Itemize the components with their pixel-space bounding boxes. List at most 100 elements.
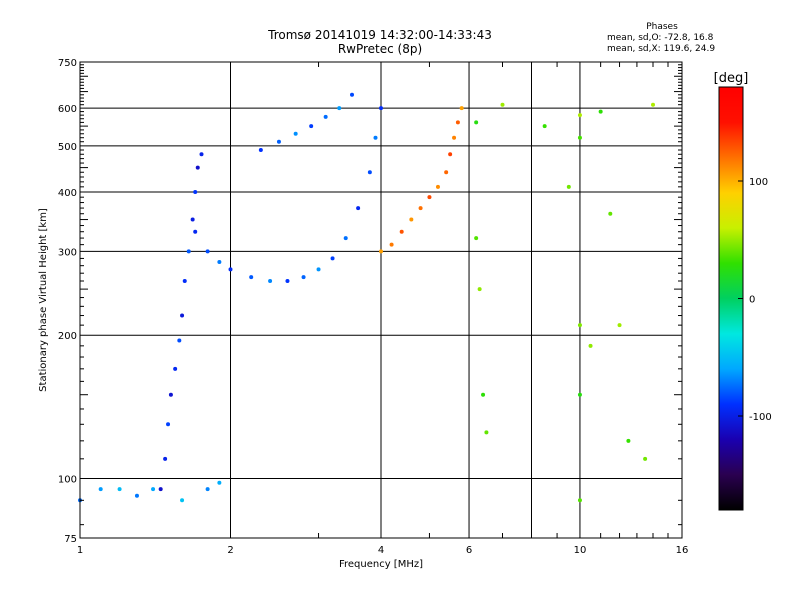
data-point <box>418 206 423 211</box>
data-point <box>343 236 348 241</box>
data-point <box>577 135 582 140</box>
data-point <box>316 267 321 272</box>
data-point <box>285 279 290 284</box>
chart-title: Tromsø 20141019 14:32:00-14:33:43 <box>268 28 492 42</box>
data-point <box>199 152 204 157</box>
data-point <box>435 184 440 189</box>
data-point <box>217 480 222 485</box>
data-point <box>373 135 378 140</box>
data-point <box>205 249 210 254</box>
phase-stats-heading: Phases <box>646 22 678 32</box>
data-point <box>195 165 200 170</box>
data-point <box>566 184 571 189</box>
data-point <box>459 106 464 111</box>
data-point <box>268 279 273 284</box>
data-point <box>577 498 582 503</box>
y-tick-label: 300 <box>58 247 77 258</box>
data-point <box>293 131 298 136</box>
data-point <box>481 392 486 397</box>
y-tick-label: 750 <box>58 58 77 69</box>
data-point <box>474 120 479 125</box>
data-point <box>337 106 342 111</box>
x-tick-label: 4 <box>378 545 384 556</box>
y-tick-label: 75 <box>64 534 77 545</box>
data-point <box>427 195 432 200</box>
data-point <box>186 249 191 254</box>
data-point <box>205 487 210 492</box>
data-point <box>444 170 449 175</box>
y-tick-label: 500 <box>58 142 77 153</box>
data-point <box>356 206 361 211</box>
data-point <box>626 438 631 443</box>
plot-frame <box>79 61 683 539</box>
colorbar-tick-label: -100 <box>749 412 772 423</box>
colorbar-label: [deg] <box>714 71 749 86</box>
data-point <box>367 170 372 175</box>
data-point <box>151 487 156 492</box>
data-point <box>190 217 195 222</box>
phase-stats-o-mode: mean, sd,O: -72.8, 16.8 <box>607 33 714 43</box>
data-point <box>448 152 453 157</box>
colorbar-tick-label: 0 <box>749 295 755 306</box>
data-point <box>350 92 355 97</box>
data-point <box>249 275 254 280</box>
data-point <box>577 392 582 397</box>
data-point <box>542 124 547 129</box>
chart-subtitle: RwPretec (8p) <box>337 42 423 56</box>
y-tick-label: 200 <box>58 331 77 342</box>
x-tick-label: 16 <box>676 545 689 556</box>
data-point <box>598 109 603 114</box>
data-point <box>228 267 233 272</box>
data-point <box>163 456 168 461</box>
data-point <box>173 366 178 371</box>
data-point <box>399 229 404 234</box>
data-point <box>500 102 505 107</box>
x-tick-label: 1 <box>77 545 83 556</box>
data-point <box>117 487 122 492</box>
data-point <box>608 211 613 216</box>
x-tick-label: 6 <box>466 545 472 556</box>
data-point <box>134 493 139 498</box>
data-point <box>474 236 479 241</box>
data-point <box>301 275 306 280</box>
x-tick-label: 10 <box>574 545 587 556</box>
data-point <box>455 120 460 125</box>
phase-stats-x-mode: mean, sd,X: 119.6, 24.9 <box>607 44 716 54</box>
data-point <box>389 242 394 247</box>
data-point <box>379 106 383 111</box>
data-point <box>484 430 489 435</box>
colorbar-tick-label: 100 <box>749 177 768 188</box>
y-axis-label: Stationary phase Virtual Height [km] <box>38 208 49 392</box>
data-point <box>309 124 314 129</box>
data-point <box>617 323 622 328</box>
y-tick-label: 600 <box>58 104 77 115</box>
data-point <box>379 249 383 254</box>
data-point <box>477 287 482 292</box>
data-point <box>193 229 198 234</box>
data-point <box>588 343 593 348</box>
data-point <box>166 422 171 427</box>
data-point <box>323 114 328 119</box>
data-point <box>330 256 335 261</box>
data-point <box>577 113 582 118</box>
data-point <box>177 338 182 343</box>
data-point <box>276 139 281 144</box>
y-tick-label: 100 <box>58 475 77 486</box>
data-point <box>168 392 173 397</box>
data-point <box>193 189 198 194</box>
data-point <box>577 323 582 328</box>
data-point <box>158 487 163 492</box>
data-point <box>651 102 656 107</box>
data-point <box>452 135 457 140</box>
data-point <box>258 147 263 152</box>
y-tick-label: 400 <box>58 188 77 199</box>
data-point <box>98 487 103 492</box>
data-point <box>643 456 648 461</box>
x-tick-label: 2 <box>227 545 233 556</box>
data-point <box>180 498 185 503</box>
x-axis-label: Frequency [MHz] <box>339 559 423 570</box>
data-point <box>182 279 187 284</box>
data-point <box>217 260 222 265</box>
data-point <box>409 217 414 222</box>
